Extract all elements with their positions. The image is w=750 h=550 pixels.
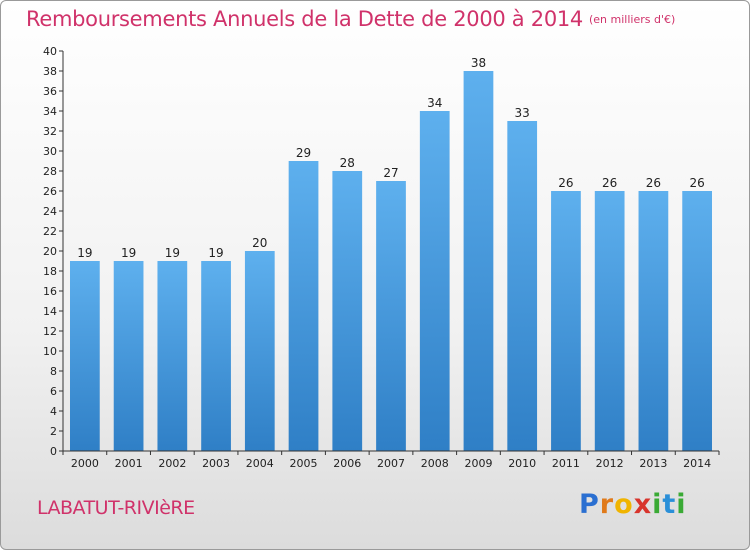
logo-letter: P — [579, 489, 600, 520]
x-tick-label: 2001 — [115, 457, 143, 470]
x-tick-label: 2009 — [464, 457, 492, 470]
chart-subtitle: (en milliers d'€) — [589, 13, 676, 26]
bar — [244, 251, 275, 451]
bar-value-label: 20 — [252, 236, 267, 250]
x-tick-label: 2008 — [421, 457, 449, 470]
x-tick-label: 2003 — [202, 457, 230, 470]
bar-value-label: 34 — [427, 96, 442, 110]
bar — [201, 261, 231, 451]
bar — [682, 191, 713, 451]
y-tick-label: 40 — [43, 45, 57, 58]
bar — [638, 191, 669, 451]
y-tick-label: 0 — [50, 445, 57, 458]
y-tick-label: 18 — [43, 265, 57, 278]
bar — [332, 171, 363, 451]
y-tick-label: 2 — [50, 425, 57, 438]
y-tick-label: 26 — [43, 185, 57, 198]
bar — [157, 261, 188, 451]
x-tick-label: 2010 — [508, 457, 536, 470]
y-tick-label: 8 — [50, 365, 57, 378]
bar-value-label: 33 — [515, 106, 530, 120]
bar-value-label: 19 — [165, 246, 180, 260]
bar-value-label: 19 — [208, 246, 223, 260]
bar — [376, 181, 406, 451]
bars: 19 19 19 19 20 29 28 27 34 38 33 26 26 26 26 — [69, 56, 713, 451]
x-tick-label: 2013 — [639, 457, 667, 470]
y-tick-label: 30 — [43, 145, 57, 158]
x-tick-label: 2002 — [158, 457, 186, 470]
y-tick-label: 6 — [50, 385, 57, 398]
bar-value-label: 26 — [646, 176, 661, 190]
y-tick-label: 32 — [43, 125, 57, 138]
bar — [463, 71, 494, 451]
bar — [551, 191, 581, 451]
y-tick-label: 24 — [43, 205, 57, 218]
bar-value-label: 26 — [602, 176, 617, 190]
bar-value-label: 26 — [558, 176, 573, 190]
y-tick-label: 28 — [43, 165, 57, 178]
bar — [419, 111, 450, 451]
y-tick-label: 20 — [43, 245, 57, 258]
bar-value-label: 26 — [689, 176, 704, 190]
logo-letter: i — [676, 489, 687, 520]
y-tick-label: 22 — [43, 225, 57, 238]
bar-value-label: 27 — [383, 166, 398, 180]
y-tick-label: 34 — [43, 105, 57, 118]
logo-letter: t — [662, 489, 677, 520]
bar — [507, 121, 538, 451]
bar-value-label: 38 — [471, 56, 486, 70]
chart-title-text: Remboursements Annuels de la Dette de 20… — [26, 7, 583, 31]
logo-letter: o — [614, 489, 634, 520]
bar-value-label: 19 — [77, 246, 92, 260]
bar-value-label: 29 — [296, 146, 311, 160]
logo-letter: x — [633, 489, 653, 520]
y-tick-label: 12 — [43, 325, 57, 338]
x-tick-label: 2004 — [246, 457, 274, 470]
y-tick-label: 38 — [43, 65, 57, 78]
logo-letter: i — [652, 489, 663, 520]
bar — [113, 261, 144, 451]
bar — [594, 191, 625, 451]
y-tick-label: 16 — [43, 285, 57, 298]
x-axis: 2000 2001 2002 2003 2004 2005 2006 2007 2008 2009… — [62, 450, 720, 470]
y-tick-label: 36 — [43, 85, 57, 98]
x-tick-label: 2014 — [683, 457, 711, 470]
x-tick-label: 2011 — [552, 457, 580, 470]
chart-title: Remboursements Annuels de la Dette de 20… — [26, 7, 675, 31]
x-tick-label: 2005 — [290, 457, 318, 470]
x-tick-label: 2007 — [377, 457, 405, 470]
bar-value-label: 19 — [121, 246, 136, 260]
x-tick-label: 2006 — [333, 457, 361, 470]
proxiti-logo: Proxiti — [579, 489, 687, 520]
x-tick-label: 2012 — [596, 457, 624, 470]
x-tick-label: 2000 — [71, 457, 99, 470]
y-tick-label: 10 — [43, 345, 57, 358]
bar — [69, 261, 100, 451]
logo-letter: r — [599, 489, 615, 520]
y-tick-label: 4 — [50, 405, 57, 418]
bar — [288, 161, 319, 451]
y-tick-label: 14 — [43, 305, 57, 318]
bar-value-label: 28 — [340, 156, 355, 170]
place-name: LABATUT-RIVIèRE — [37, 497, 195, 519]
